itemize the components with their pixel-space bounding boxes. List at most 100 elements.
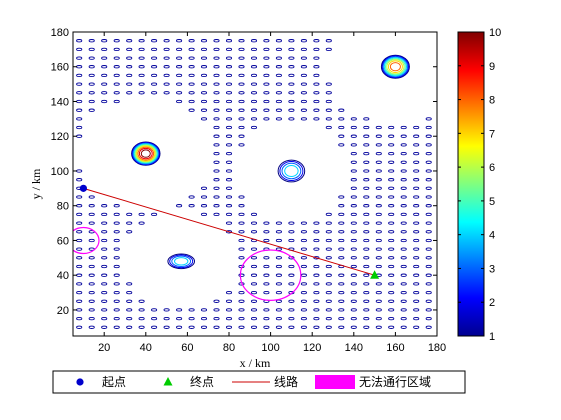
- contour-dash: [400, 125, 407, 130]
- contour-dash: [300, 282, 307, 286]
- contour-dash: [126, 230, 133, 234]
- contour-dash: [375, 325, 382, 329]
- contour-dash: [113, 204, 120, 208]
- contour-dash: [188, 108, 195, 112]
- contour-dash: [225, 316, 233, 321]
- contour-dash: [325, 39, 332, 43]
- contour-dash: [300, 230, 307, 234]
- contour-dash: [188, 204, 195, 208]
- contour-dash: [363, 238, 370, 243]
- contour-dash: [288, 221, 295, 225]
- contour-dash: [275, 256, 282, 260]
- contour-dash: [88, 256, 95, 260]
- contour-dash: [413, 230, 420, 234]
- contour-ring: [387, 60, 403, 73]
- contour-dash: [275, 108, 282, 112]
- contour-dash: [213, 82, 220, 86]
- contour-dash: [76, 195, 83, 199]
- contour-ring: [136, 145, 156, 162]
- contour-dash: [113, 308, 120, 312]
- contour-dash: [313, 325, 320, 329]
- contour-dash: [250, 308, 258, 312]
- contour-dash: [400, 169, 407, 173]
- contour-dash: [300, 117, 307, 121]
- contour-dash: [413, 273, 420, 277]
- contour-dash: [275, 65, 282, 69]
- contour-dash: [113, 99, 120, 104]
- contour-dash: [126, 316, 133, 321]
- y-tick-label: 140: [51, 96, 69, 108]
- contour-dash: [288, 316, 295, 321]
- contour-dash: [325, 264, 332, 269]
- contour-dash: [250, 256, 258, 260]
- contour-dash: [88, 238, 95, 243]
- contour-ring: [134, 144, 158, 164]
- contour-dash: [88, 82, 95, 86]
- contour-dash: [300, 47, 307, 52]
- contour-dash: [375, 212, 382, 217]
- contour-dash: [238, 212, 245, 217]
- contour-dash: [263, 238, 270, 243]
- contour-dash: [263, 47, 270, 52]
- contour-dash: [363, 256, 370, 260]
- contour-dash: [275, 316, 282, 321]
- no-go-zone: [73, 226, 100, 255]
- contour-dash: [338, 134, 345, 138]
- contour-dash: [225, 73, 233, 78]
- contour-dash: [388, 230, 395, 234]
- contour-dash: [113, 247, 120, 251]
- contour-dash: [225, 47, 233, 52]
- contour-dash: [126, 56, 133, 60]
- contour-dash: [138, 82, 145, 86]
- contour-dash: [213, 125, 220, 130]
- contour-dash: [350, 221, 357, 225]
- legend: 起点 终点 线路 无法通行区域: [76, 374, 431, 389]
- contour-dash: [375, 238, 382, 243]
- contour-dash: [88, 195, 95, 199]
- contour-ring: [138, 147, 153, 160]
- contour-dash: [375, 290, 382, 295]
- contour-dash: [363, 264, 370, 269]
- contour-dash: [363, 247, 370, 251]
- contour-dash: [400, 290, 407, 295]
- contour-dash: [76, 264, 83, 269]
- contour-dash: [225, 134, 233, 138]
- contour-dash: [313, 299, 320, 303]
- contour-dash: [425, 186, 432, 190]
- colorbar-tick-label: 6: [489, 162, 495, 174]
- contour-dash: [363, 221, 370, 225]
- contour-dash: [375, 282, 382, 286]
- contour-dash: [213, 204, 220, 208]
- contour-ring: [135, 144, 157, 163]
- contour-dash: [176, 91, 183, 95]
- contour-dash: [375, 160, 382, 164]
- contour-dash: [388, 186, 395, 190]
- contour-dash: [313, 273, 320, 277]
- contour-dash: [263, 316, 270, 321]
- contour-dash: [400, 282, 407, 286]
- contour-dash: [263, 82, 270, 86]
- contour-dash: [213, 212, 220, 217]
- contour-dash: [325, 256, 332, 260]
- contour-dash: [425, 212, 432, 217]
- contour-dash: [200, 73, 208, 78]
- contour-dash: [225, 169, 233, 173]
- contour-dash: [76, 39, 83, 43]
- contour-dash: [325, 99, 332, 104]
- contour-dash: [101, 308, 108, 312]
- contour-dash: [238, 134, 245, 138]
- contour-dash: [238, 316, 245, 321]
- contour-dash: [225, 99, 233, 104]
- contour-dash: [225, 108, 233, 112]
- contour-dash: [325, 316, 332, 321]
- contour-dash: [200, 56, 208, 60]
- contour-dash: [375, 169, 382, 173]
- x-tick-label: 40: [140, 342, 152, 354]
- contour-dash: [101, 325, 108, 329]
- contour-dash: [350, 186, 357, 190]
- contour-dash: [388, 282, 395, 286]
- contour-dash: [288, 308, 295, 312]
- contour-dash: [400, 238, 407, 243]
- contour-dash: [101, 56, 108, 60]
- contour-dash: [338, 247, 345, 251]
